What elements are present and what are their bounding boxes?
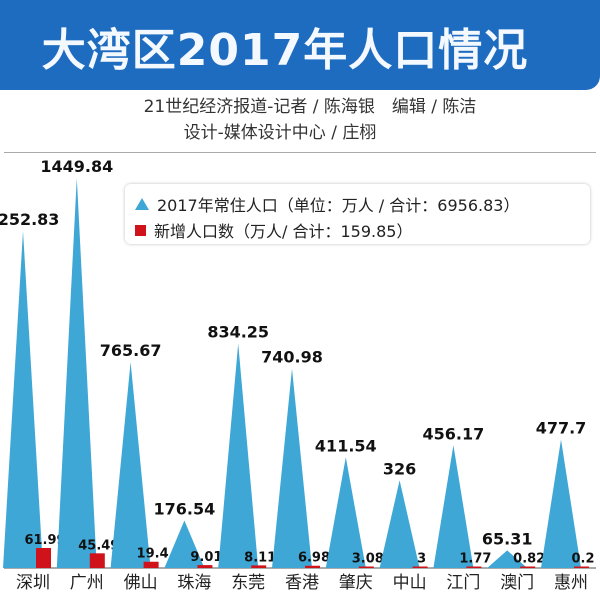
population-triangle: [487, 550, 528, 568]
new-population-label: 0.82: [513, 552, 545, 567]
population-label: 834.25: [207, 323, 269, 342]
credit-line-1: 21世纪经济报道-记者 / 陈海银 编辑 / 陈洁: [143, 97, 477, 117]
new-population-label: 1.77: [459, 552, 491, 567]
category-label: 广州: [70, 573, 104, 593]
population-label: 1449.84: [40, 157, 113, 176]
population-label: 740.98: [261, 348, 323, 367]
new-population-bar: [36, 548, 51, 568]
square-icon: [135, 224, 146, 236]
new-population-bar: [574, 566, 589, 568]
new-population-label: 45.49: [78, 538, 119, 553]
new-population-bar: [412, 566, 428, 568]
new-population-label: 8.11: [244, 550, 276, 565]
population-triangle: [218, 343, 259, 568]
new-population-label: 61.99: [24, 533, 65, 548]
population-triangle: [164, 520, 205, 568]
new-population-label: 9.01: [190, 550, 222, 565]
new-population-bar: [89, 553, 105, 568]
page-title: 大湾区2017年人口情况: [41, 25, 529, 76]
new-population-label: 0.2: [571, 552, 594, 567]
population-label: 411.54: [315, 436, 377, 455]
title-banner: 大湾区2017年人口情况: [0, 0, 600, 90]
category-label: 东莞: [231, 573, 265, 593]
population-triangle: [379, 480, 420, 568]
new-population-label: 6.98: [298, 551, 330, 566]
legend-label: 2017年常住人口（单位：万人 / 合计：6956.83）: [157, 196, 520, 215]
category-label: 深圳: [16, 573, 50, 593]
new-population-bar: [305, 565, 320, 568]
population-label: 176.54: [154, 500, 216, 519]
credit-line-2: 设计-媒体设计中心 / 庄栩: [183, 123, 377, 143]
divider: [4, 152, 596, 153]
population-label: 1252.83: [0, 210, 59, 229]
population-label: 65.31: [482, 529, 533, 548]
population-triangle: [56, 178, 97, 568]
new-population-bar: [466, 566, 482, 568]
population-label: 765.67: [100, 341, 162, 360]
population-label: 456.17: [423, 424, 485, 443]
legend-item-new-population: 新增人口数（万人/ 合计：159.85）: [135, 218, 412, 242]
category-label: 佛山: [124, 573, 158, 593]
population-triangle: [433, 445, 474, 568]
new-population-label: 3: [417, 552, 426, 567]
new-population-bar: [520, 566, 536, 568]
population-label: 326: [383, 459, 416, 478]
new-population-bar: [143, 561, 159, 568]
population-triangle: [325, 457, 366, 568]
new-population-bar: [251, 565, 267, 568]
new-population-label: 19.4: [137, 547, 169, 562]
population-triangle: [3, 230, 43, 568]
legend: 2017年常住人口（单位：万人 / 合计：6956.83） 新增人口数（万人/ …: [125, 184, 590, 244]
new-population-bar: [197, 565, 213, 568]
population-triangle: [110, 362, 151, 568]
population-label: 477.7: [536, 419, 587, 438]
population-triangle: [541, 439, 581, 568]
category-label: 江门: [446, 573, 480, 593]
legend-item-population: 2017年常住人口（单位：万人 / 合计：6956.83）: [135, 192, 519, 216]
category-label: 惠州: [554, 573, 588, 593]
category-label: 肇庆: [339, 573, 373, 593]
category-label: 澳门: [500, 573, 534, 593]
population-triangle: [272, 368, 312, 568]
category-label: 珠海: [177, 573, 211, 593]
new-population-bar: [358, 566, 374, 568]
legend-label: 新增人口数（万人/ 合计：159.85）: [154, 222, 413, 241]
triangle-icon: [135, 198, 149, 210]
category-label: 香港: [285, 573, 319, 593]
category-label: 中山: [393, 573, 427, 593]
new-population-label: 3.08: [352, 552, 384, 567]
